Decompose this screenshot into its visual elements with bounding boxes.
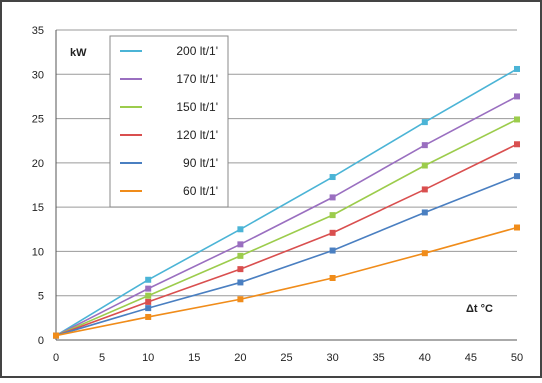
series-line <box>55 175 518 337</box>
y-tick-label: 15 <box>32 202 44 214</box>
legend-entry: 170 lt/1' <box>176 72 218 86</box>
series-line <box>55 95 518 337</box>
data-point <box>421 250 428 257</box>
x-tick-label: 40 <box>419 352 431 364</box>
axes: 0 5 10 15 20 25 30 35 0 5 10 15 20 25 30 35 40 45 50 <box>32 25 523 364</box>
data-point <box>514 93 520 100</box>
series-line <box>55 118 518 337</box>
data-point <box>421 186 428 193</box>
series-line <box>55 226 518 337</box>
data-point <box>421 119 428 126</box>
data-point <box>421 209 428 216</box>
data-point <box>329 229 336 236</box>
y-tick-label: 20 <box>32 158 44 170</box>
y-axis-label: kW <box>70 47 87 59</box>
data-point <box>329 275 336 281</box>
data-point <box>145 313 152 320</box>
y-tick-label: 10 <box>32 246 44 258</box>
data-point <box>237 252 244 259</box>
data-point <box>421 162 428 169</box>
data-point <box>237 226 244 233</box>
x-tick-label: 0 <box>53 352 59 364</box>
x-axis-label: Δt °C <box>466 303 493 315</box>
data-point <box>514 65 520 72</box>
legend-entry: 90 lt/1' <box>183 156 218 170</box>
legend-entry: 150 lt/1' <box>176 100 218 114</box>
y-tick-label: 5 <box>38 291 44 303</box>
data-point <box>237 279 244 286</box>
series-line <box>55 143 518 337</box>
data-point <box>145 298 152 305</box>
legend-entry: 60 lt/1' <box>183 184 218 198</box>
data-point <box>237 296 244 303</box>
series-line <box>55 68 518 337</box>
data-point <box>329 174 336 181</box>
data-point <box>329 212 336 219</box>
x-tick-label: 25 <box>280 352 292 364</box>
legend-entry: 200 lt/1' <box>176 44 218 58</box>
y-tick-label: 35 <box>32 25 44 37</box>
series-group <box>53 65 520 339</box>
y-tick-label: 0 <box>38 335 44 347</box>
legend-box <box>109 35 229 208</box>
x-tick-label: 10 <box>142 352 154 364</box>
data-point <box>145 292 152 299</box>
data-point <box>53 332 59 339</box>
data-point <box>237 266 244 273</box>
x-tick-label: 30 <box>326 352 338 364</box>
data-point <box>329 194 336 201</box>
legend: 200 lt/1' 170 lt/1' 150 lt/1' 120 lt/1' 90 l… <box>109 35 229 208</box>
data-point <box>145 285 152 292</box>
y-tick-label: 30 <box>32 69 44 81</box>
data-point <box>514 116 520 123</box>
x-tick-label: 5 <box>99 352 105 364</box>
x-tick-label: 50 <box>511 352 523 364</box>
data-point <box>514 141 520 148</box>
legend-entry: 120 lt/1' <box>176 128 218 142</box>
data-point <box>237 241 244 248</box>
x-tick-label: 20 <box>234 352 246 364</box>
x-tick-label: 35 <box>373 352 385 364</box>
y-tick-label: 25 <box>32 114 44 126</box>
x-tick-label: 15 <box>188 352 200 364</box>
data-point <box>514 173 520 180</box>
data-point <box>329 247 336 254</box>
data-point <box>421 142 428 149</box>
data-point <box>145 276 152 283</box>
data-point <box>145 305 152 312</box>
data-point <box>514 224 520 231</box>
x-tick-label: 45 <box>465 352 477 364</box>
